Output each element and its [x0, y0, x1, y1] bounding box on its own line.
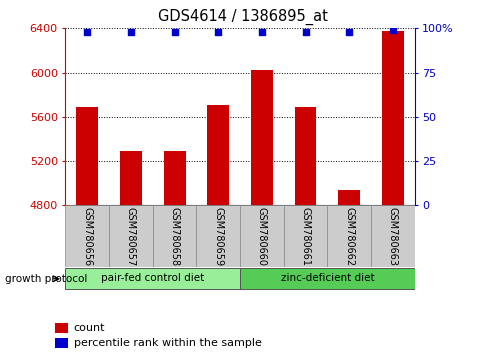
Bar: [109, 205, 152, 267]
Bar: [55, 338, 68, 348]
Text: GDS4614 / 1386895_at: GDS4614 / 1386895_at: [157, 9, 327, 25]
Point: [127, 29, 135, 35]
Bar: [327, 205, 370, 267]
Bar: [381, 30, 403, 205]
Point: [345, 29, 352, 35]
Text: count: count: [74, 323, 105, 333]
Bar: [370, 205, 414, 267]
Bar: [251, 70, 272, 205]
Bar: [240, 268, 414, 289]
Point: [214, 29, 222, 35]
Bar: [120, 151, 141, 205]
Point: [83, 29, 91, 35]
Bar: [55, 324, 68, 333]
Bar: [240, 205, 283, 267]
Point: [301, 29, 309, 35]
Point: [170, 29, 178, 35]
Text: GSM780663: GSM780663: [387, 207, 397, 266]
Text: GSM780657: GSM780657: [126, 207, 136, 266]
Bar: [65, 268, 240, 289]
Bar: [76, 107, 98, 205]
Text: GSM780659: GSM780659: [213, 207, 223, 266]
Text: pair-fed control diet: pair-fed control diet: [101, 273, 204, 283]
Text: GSM780656: GSM780656: [82, 207, 92, 266]
Bar: [65, 205, 109, 267]
Text: GSM780658: GSM780658: [169, 207, 179, 266]
Bar: [337, 190, 359, 205]
Point: [257, 29, 265, 35]
Text: GSM780660: GSM780660: [257, 207, 266, 266]
Bar: [163, 151, 185, 205]
Text: percentile rank within the sample: percentile rank within the sample: [74, 338, 261, 348]
Bar: [283, 205, 327, 267]
Text: zinc-deficient diet: zinc-deficient diet: [280, 273, 374, 283]
Point: [388, 27, 396, 33]
Text: growth protocol: growth protocol: [5, 274, 87, 284]
Text: GSM780661: GSM780661: [300, 207, 310, 266]
Bar: [207, 105, 228, 205]
Bar: [294, 107, 316, 205]
Text: GSM780662: GSM780662: [344, 207, 353, 266]
Bar: [196, 205, 240, 267]
Bar: [152, 205, 196, 267]
